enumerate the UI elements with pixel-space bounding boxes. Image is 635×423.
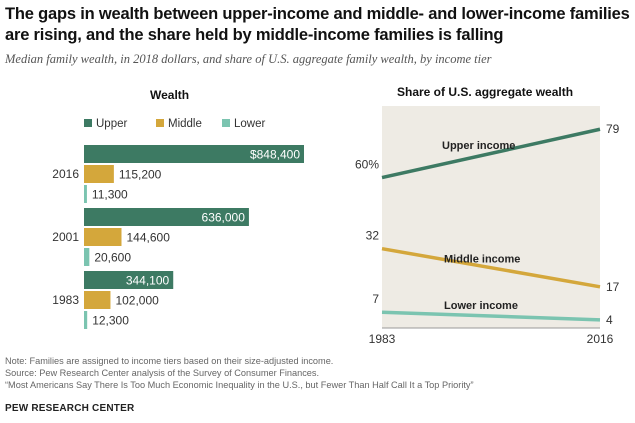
report-text: “Most Americans Say There Is Too Much Ec… [5, 380, 474, 391]
bar-category-label: 1983 [52, 293, 79, 307]
bar-upper-2001 [84, 208, 249, 226]
bar-middle-1983 [84, 291, 111, 309]
chart-title: The gaps in wealth between upper-income … [5, 5, 630, 44]
bar-category-label: 2001 [52, 230, 79, 244]
x-tick-label: 2016 [587, 332, 614, 345]
plot-background [382, 106, 600, 328]
legend-label-lower: Lower [234, 118, 265, 130]
line-end-label: 17 [606, 280, 620, 294]
bar-value-label: 12,300 [92, 314, 129, 328]
bar-value-label: 115,200 [119, 168, 162, 182]
bar-middle-2001 [84, 228, 122, 246]
wealth-panel-title: Wealth [150, 88, 190, 102]
legend-label-upper: Upper [96, 118, 127, 130]
line-upper-income [381, 127, 601, 180]
bar-lower-2001 [84, 248, 90, 266]
wealth-share-line-chart: 1983 2016 60% 79 Upper income 32 17 Middle inco… [355, 106, 620, 345]
note-text: Note: Families are assigned to income ti… [5, 356, 334, 366]
line-middle-income [381, 246, 601, 289]
line-start-label: 32 [366, 229, 380, 243]
bar-value-label: $848,400 [250, 148, 300, 162]
bar-value-label: 102,000 [115, 294, 159, 308]
bar-upper-2016 [84, 145, 304, 163]
notes: Note: Families are assigned to income ti… [5, 355, 630, 392]
bar-value-label: 20,600 [94, 251, 131, 265]
series-name-label: Middle income [444, 253, 520, 265]
line-end-label: 4 [606, 313, 613, 327]
line-lower-income [381, 310, 601, 322]
line-start-label: 60% [355, 158, 379, 172]
wealth-bar-chart: Upper Middle Lower 2016 $848,400 115,200 11,30… [52, 118, 304, 329]
bar-value-label: 11,300 [92, 188, 128, 202]
series-name-label: Lower income [444, 300, 518, 312]
x-tick-label: 1983 [369, 332, 396, 345]
series-name-label: Upper income [442, 140, 515, 152]
source-text: Source: Pew Research Center analysis of … [5, 368, 320, 379]
bar-category-label: 2016 [52, 167, 79, 181]
bar-value-label: 144,600 [126, 231, 170, 245]
legend-label-middle: Middle [168, 118, 202, 130]
legend-swatch-middle [156, 119, 164, 127]
bar-value-label: 344,100 [126, 274, 170, 288]
legend-swatch-lower [222, 119, 230, 127]
bar-value-label: 636,000 [202, 211, 246, 225]
share-panel-title: Share of U.S. aggregate wealth [397, 85, 574, 99]
bar-lower-2016 [84, 185, 87, 203]
line-start-label: 7 [372, 292, 379, 306]
bar-middle-2016 [84, 165, 114, 183]
line-end-label: 79 [606, 122, 620, 136]
pew-logo-text: PEW RESEARCH CENTER [5, 403, 135, 414]
legend-swatch-upper [84, 119, 92, 127]
bar-lower-1983 [84, 311, 88, 329]
chart-subtitle: Median family wealth, in 2018 dollars, a… [5, 52, 492, 66]
bar-upper-1983 [84, 271, 174, 289]
